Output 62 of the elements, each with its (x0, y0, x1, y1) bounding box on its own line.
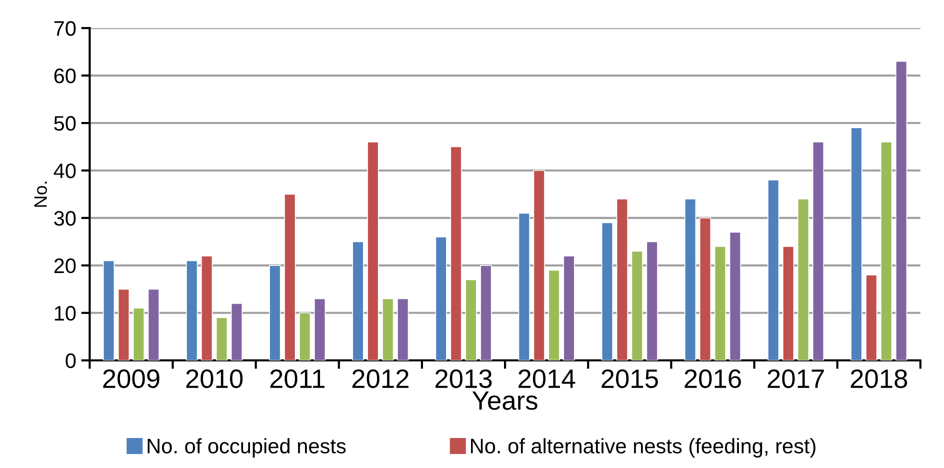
bar (699, 218, 712, 360)
bar (102, 260, 115, 360)
bar (216, 317, 228, 360)
bar (850, 127, 862, 360)
bar (284, 194, 296, 360)
bar (314, 298, 326, 360)
bar (480, 265, 492, 360)
y-axis-title: No. (34, 182, 47, 207)
bar (797, 198, 810, 360)
y-tick-label: 40 (54, 163, 76, 178)
x-tick-label: 2009 (103, 369, 160, 388)
bar (616, 198, 628, 360)
legend-label: No. of alternative nests (feeding, rest) (471, 438, 816, 458)
y-tick-label: 50 (54, 116, 76, 131)
x-tick-label: 2017 (768, 369, 824, 388)
bar (601, 222, 614, 360)
bar (782, 246, 794, 360)
bar (148, 288, 160, 360)
x-tick-label: 2015 (602, 369, 658, 388)
y-tick-label: 20 (54, 258, 76, 274)
bar (186, 260, 198, 360)
bar (230, 302, 243, 360)
bar (132, 308, 145, 360)
bar (200, 256, 213, 360)
bar (714, 246, 726, 360)
x-tick-label: 2016 (684, 369, 741, 388)
bar (866, 274, 878, 360)
x-tick-label: 2010 (186, 369, 243, 388)
x-tick-label: 2018 (850, 369, 908, 388)
bar (450, 146, 462, 360)
bar (729, 232, 741, 360)
bar (269, 265, 281, 360)
bar (118, 288, 130, 360)
bar (435, 236, 447, 360)
x-tick-label: 2014 (518, 369, 576, 388)
bar (563, 256, 575, 360)
y-tick-label: 60 (54, 68, 76, 84)
bar (299, 312, 311, 360)
legend-label: No. of occupied nests (148, 438, 346, 458)
y-tick-label: 30 (54, 210, 76, 226)
bar (880, 142, 892, 360)
bar (548, 270, 560, 360)
bar (382, 298, 394, 360)
bar (631, 250, 643, 360)
y-tick-label: 0 (66, 353, 76, 368)
bar (768, 180, 780, 360)
bar (397, 298, 409, 360)
x-tick-label: 2013 (435, 369, 492, 388)
bar (518, 212, 530, 360)
y-tick-label: 70 (54, 21, 76, 36)
bar (646, 241, 658, 360)
bar (895, 60, 908, 360)
x-tick-label: 2012 (352, 369, 408, 388)
x-tick-label: 2011 (270, 369, 324, 388)
bar (352, 241, 364, 360)
bar (684, 198, 696, 360)
y-tick-label: 10 (54, 306, 76, 321)
bar (465, 279, 477, 360)
bar (533, 170, 545, 360)
bar (367, 142, 379, 360)
x-axis-title: Years (472, 391, 538, 410)
bar (812, 142, 824, 360)
